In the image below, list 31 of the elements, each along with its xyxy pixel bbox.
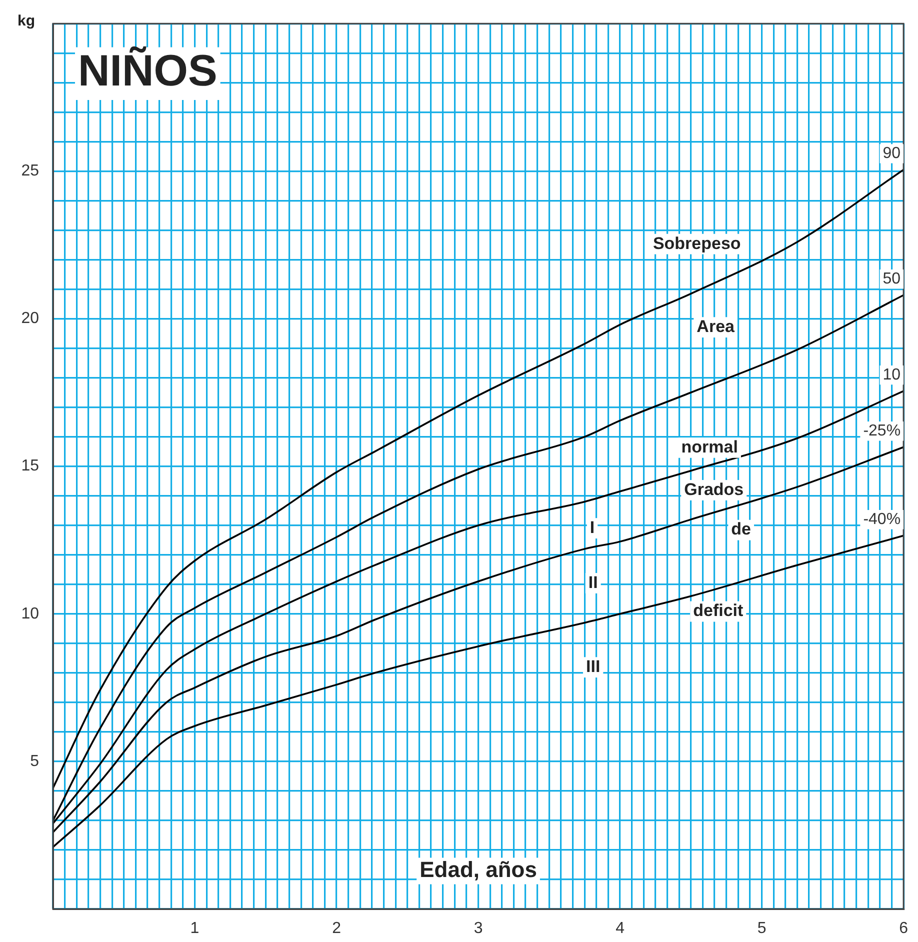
annotation: Area	[696, 316, 736, 336]
annotation: I	[590, 518, 595, 537]
annotation: II	[588, 572, 598, 592]
x-axis-title: Edad, años	[420, 857, 537, 882]
line-series	[53, 294, 904, 822]
y-tick-label: 15	[21, 458, 40, 475]
series-label: -25%	[863, 422, 901, 440]
line-series	[53, 534, 904, 848]
y-tick-label: 5	[30, 752, 40, 770]
series-label: 10	[882, 366, 901, 384]
series-label: -40%	[863, 511, 901, 528]
y-axis-title: kg	[17, 12, 35, 30]
y-tick-label: 25	[21, 162, 40, 180]
annotation: Sobrepeso	[652, 234, 741, 253]
annotation: normal	[681, 437, 738, 456]
series-label: 50	[882, 270, 901, 288]
annotation: deficit	[693, 601, 744, 620]
text: NIÑOS	[78, 46, 218, 96]
x-tick-label: 1	[190, 920, 200, 938]
x-tick-label: 4	[616, 920, 625, 938]
annotation: Grados	[684, 480, 744, 499]
line-series	[53, 168, 904, 789]
y-tick-label: 10	[21, 605, 40, 622]
annotation: III	[586, 656, 600, 676]
y-tick-label: 20	[21, 310, 40, 328]
x-tick-label: 3	[474, 920, 483, 938]
series-label: 90	[882, 145, 901, 162]
x-tick-label: 2	[332, 920, 342, 938]
x-tick-label: 6	[899, 920, 908, 938]
x-tick-label: 5	[757, 920, 766, 938]
annotation: de	[731, 520, 752, 539]
